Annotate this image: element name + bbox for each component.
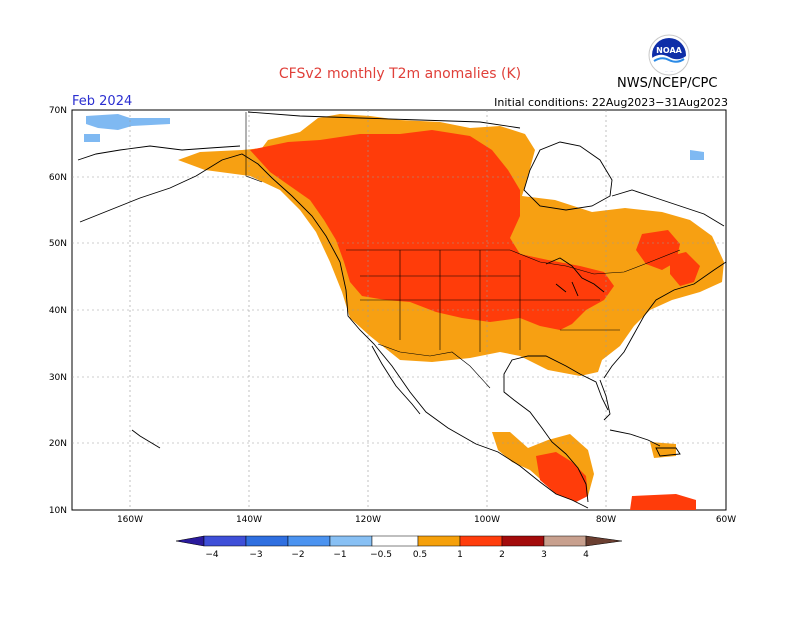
anomaly-region-caribbean-light (650, 442, 676, 458)
legend-label-minus-3: −3 (249, 550, 262, 560)
lat-label-70: 70N (49, 106, 67, 116)
us-states-grid (360, 250, 620, 352)
legend-swatch-4 (329, 535, 373, 547)
lon-label-60: 60W (716, 515, 736, 525)
svg-text:NOAA: NOAA (656, 46, 682, 55)
legend-label-minus-0-5: −0.5 (370, 550, 392, 560)
initial-conditions: Initial conditions: 22Aug2023−31Aug2023 (494, 96, 728, 109)
legend-label-2: 2 (499, 550, 505, 560)
anomaly-region-bering-blue (84, 134, 100, 142)
legend-label-0-5: 0.5 (413, 550, 427, 560)
anomaly-region-greenland-blue (690, 150, 704, 160)
legend-swatch-neutral (371, 535, 419, 547)
coastlines (77, 111, 727, 509)
longitude-labels: 160W 140W 120W 100W 80W 60W (117, 515, 736, 525)
legend-swatch-1 (203, 535, 247, 547)
legend-label-4: 4 (583, 550, 589, 560)
legend-swatch-2 (245, 535, 289, 547)
us-canada-border (346, 249, 681, 275)
north-america-coast (79, 153, 727, 509)
color-legend: −4 −3 −2 −1 −0.5 0.5 1 2 3 4 (175, 535, 623, 560)
forecast-month: Feb 2024 (72, 94, 133, 109)
legend-swatch-5 (417, 535, 461, 547)
anomaly-fill-layer (84, 114, 724, 510)
lat-label-40: 40N (49, 306, 67, 316)
map-title: CFSv2 monthly T2m anomalies (K) (278, 66, 522, 82)
lon-label-120: 120W (355, 515, 381, 525)
lon-label-100: 100W (474, 515, 500, 525)
legend-swatch-3 (287, 535, 331, 547)
graticule (72, 110, 726, 510)
hawaii (131, 429, 161, 449)
lat-label-20: 20N (49, 439, 67, 449)
lon-label-160: 160W (117, 515, 143, 525)
noaa-logo: NOAA (648, 34, 690, 76)
lat-label-50: 50N (49, 239, 67, 249)
anomaly-region-core-red (250, 130, 614, 330)
us-mexico-border (377, 343, 491, 389)
lat-label-30: 30N (49, 373, 67, 383)
lat-label-10: 10N (49, 506, 67, 516)
legend-label-3: 3 (541, 550, 547, 560)
legend-swatch-6 (459, 535, 503, 547)
legend-label-1: 1 (457, 550, 463, 560)
legend-label-minus-2: −2 (291, 550, 304, 560)
baja-california (371, 345, 421, 415)
lon-label-140: 140W (236, 515, 262, 525)
legend-label-minus-4: −4 (205, 550, 219, 560)
florida (599, 379, 611, 421)
legend-arrow-cold (175, 535, 205, 547)
alaska-canada-border (245, 112, 263, 183)
latitude-labels: 70N 60N 50N 40N 30N 20N 10N (49, 106, 67, 516)
alaska-west (77, 145, 241, 161)
lat-label-60: 60N (49, 173, 67, 183)
great-lakes (545, 257, 605, 297)
legend-swatch-8 (543, 535, 587, 547)
anomaly-region-central-america-red (536, 452, 588, 502)
legend-swatch-7 (501, 535, 545, 547)
agency-label: NWS/NCEP/CPC (617, 76, 718, 91)
anomaly-region-east-canada-red (636, 230, 680, 270)
hispaniola (655, 447, 681, 457)
political-borders (245, 112, 681, 389)
legend-label-minus-1: −1 (333, 550, 346, 560)
cuba (609, 429, 661, 447)
anomaly-region-new-england-red (670, 252, 700, 286)
arctic-coast (247, 111, 521, 129)
legend-arrow-warm (585, 535, 623, 547)
anomaly-region-alaska-blue (86, 114, 170, 130)
anomaly-region-south-america-red (630, 494, 696, 510)
lon-label-80: 80W (596, 515, 616, 525)
hudson-bay (523, 141, 613, 211)
labrador-coast (611, 189, 725, 227)
